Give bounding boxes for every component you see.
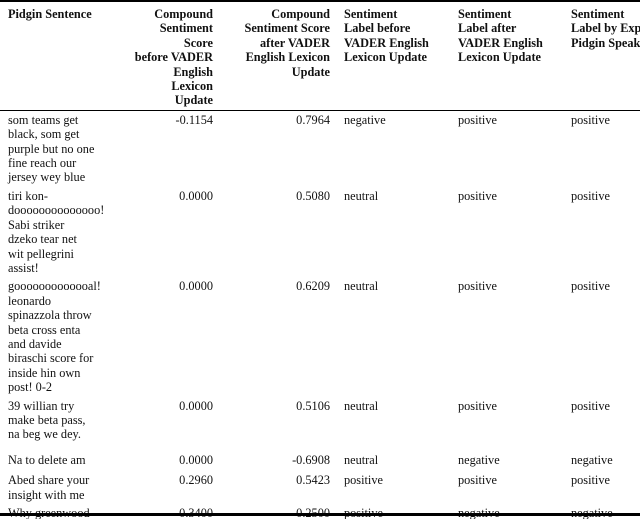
column-header-score-after: Compound Sentiment Score after VADER Eng… bbox=[216, 1, 333, 111]
expert-label-cell: positive bbox=[571, 473, 610, 488]
header-row: Pidgin Sentence Compound Sentiment Score… bbox=[0, 1, 640, 111]
expert-label-cell: positive bbox=[571, 188, 610, 203]
label-before-cell: neutral bbox=[344, 398, 379, 413]
score-before-cell: 0.0000 bbox=[179, 279, 213, 294]
label-after-cell: positive bbox=[458, 279, 497, 294]
score-before-cell: 0.0000 bbox=[179, 188, 213, 203]
label-before-cell: positive bbox=[344, 473, 383, 488]
score-after-cell: -0.2500 bbox=[216, 504, 333, 519]
table-body: som teams get black, som get purple but … bbox=[0, 110, 640, 519]
score-before-cell: 0.0000 bbox=[179, 452, 213, 467]
label-before-cell: neutral bbox=[344, 188, 379, 203]
expert-label-cell: positive bbox=[571, 112, 610, 127]
expert-label-cell: positive bbox=[571, 279, 610, 294]
score-after-cell: 0.7964 bbox=[296, 112, 330, 127]
table-row: som teams get black, som get purple but … bbox=[0, 110, 640, 187]
pidgin-sentence-cell: 39 willian try make beta pass, na beg we… bbox=[8, 398, 86, 442]
label-after-cell: negative bbox=[447, 504, 560, 519]
pidgin-sentence-cell: tiri kon- doooooooooooooo! Sabi striker … bbox=[8, 188, 105, 275]
table-row: Abed share your insight with me 0.2960 0… bbox=[0, 471, 640, 504]
table-row: Why greenwood dey play nw?ole you don st… bbox=[0, 504, 640, 519]
table-row: gooooooooooooal! leonardo spinazzola thr… bbox=[0, 277, 640, 396]
label-before-cell: positive bbox=[333, 504, 447, 519]
label-after-cell: positive bbox=[458, 398, 497, 413]
label-after-cell: positive bbox=[458, 112, 497, 127]
score-after-cell: 0.6209 bbox=[296, 279, 330, 294]
table-row: tiri kon- doooooooooooooo! Sabi striker … bbox=[0, 187, 640, 277]
column-header-pidgin-sentence: Pidgin Sentence bbox=[0, 1, 130, 111]
expert-label-cell: negative bbox=[560, 504, 640, 519]
expert-label-cell: negative bbox=[571, 452, 613, 467]
column-header-label-expert: Sentiment Label by Expert Pidgin Speaker bbox=[560, 1, 640, 111]
label-after-cell: positive bbox=[458, 188, 497, 203]
score-before-cell: 0.3400 bbox=[130, 504, 216, 519]
table-row: 39 willian try make beta pass, na beg we… bbox=[0, 397, 640, 451]
table-bottom-rule bbox=[0, 513, 640, 516]
column-header-score-before: Compound Sentiment Score before VADER En… bbox=[130, 1, 216, 111]
label-before-cell: neutral bbox=[344, 279, 379, 294]
pidgin-sentence-cell: Na to delete am bbox=[8, 452, 86, 467]
column-header-label-after: Sentiment Label after VADER English Lexi… bbox=[447, 1, 560, 111]
pidgin-sentence-cell: Why greenwood dey play nw?ole you don st… bbox=[0, 504, 130, 519]
score-before-cell: -0.1154 bbox=[175, 112, 213, 127]
table-header: Pidgin Sentence Compound Sentiment Score… bbox=[0, 1, 640, 111]
pidgin-sentence-cell: Abed share your insight with me bbox=[8, 473, 90, 502]
label-after-cell: negative bbox=[458, 452, 500, 467]
score-after-cell: 0.5080 bbox=[296, 188, 330, 203]
score-after-cell: -0.6908 bbox=[292, 452, 330, 467]
score-after-cell: 0.5423 bbox=[296, 473, 330, 488]
pidgin-sentence-cell: som teams get black, som get purple but … bbox=[8, 112, 95, 185]
label-before-cell: negative bbox=[344, 112, 386, 127]
score-after-cell: 0.5106 bbox=[296, 398, 330, 413]
expert-label-cell: positive bbox=[571, 398, 610, 413]
label-after-cell: positive bbox=[458, 473, 497, 488]
label-before-cell: neutral bbox=[344, 452, 379, 467]
score-before-cell: 0.0000 bbox=[179, 398, 213, 413]
table-row: Na to delete am 0.0000 -0.6908 neutral n… bbox=[0, 451, 640, 471]
column-header-label-before: Sentiment Label before VADER English Lex… bbox=[333, 1, 447, 111]
score-before-cell: 0.2960 bbox=[179, 473, 213, 488]
pidgin-sentence-cell: gooooooooooooal! leonardo spinazzola thr… bbox=[8, 279, 101, 395]
